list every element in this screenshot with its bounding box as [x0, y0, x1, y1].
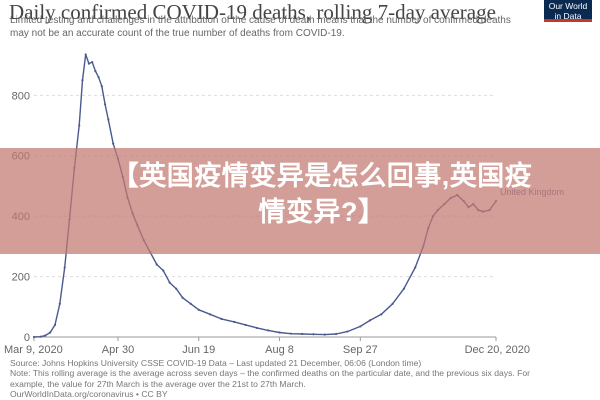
subtitle-line: may not be an accurate count of the true… — [10, 27, 345, 39]
data-point — [244, 323, 247, 327]
data-point — [32, 335, 36, 339]
data-point — [289, 332, 292, 335]
data-point — [278, 331, 281, 334]
overlay-caption: 【英国疫情变异是怎么回事,英国疫 情变异?】 — [62, 158, 582, 230]
y-tick-label: 200 — [12, 272, 30, 284]
data-point — [414, 266, 417, 269]
data-point — [323, 333, 326, 336]
data-point — [181, 296, 184, 299]
chart-subtitle: Limited testing and challenges in the at… — [10, 15, 530, 40]
data-point — [208, 313, 212, 316]
data-point — [49, 331, 52, 334]
data-point — [189, 302, 192, 305]
subtitle-line: Limited testing and challenges in the at… — [10, 15, 511, 26]
x-axis: Mar 9, 2020 Apr 30 Jun 19 Aug 8 Sep 27 Dec 20… — [4, 337, 530, 356]
data-point — [334, 332, 338, 336]
data-point — [301, 332, 304, 336]
data-point — [107, 118, 110, 121]
overlay-caption-line: 【英国疫情变异是怎么回事,英国疫 — [111, 161, 533, 191]
logo-line: Our World — [548, 1, 588, 11]
chart-footer: Source: Johns Hopkins University CSSE CO… — [10, 358, 595, 400]
x-tick-label: Apr 30 — [102, 344, 134, 356]
y-tick-label: 800 — [12, 90, 30, 102]
data-point — [81, 79, 84, 82]
data-point — [44, 334, 47, 337]
data-point — [162, 269, 165, 272]
data-point — [255, 326, 259, 330]
data-point — [312, 333, 315, 336]
y-tick-label: 0 — [24, 332, 30, 344]
data-point — [100, 85, 103, 88]
data-point — [78, 124, 81, 127]
data-point — [58, 302, 61, 305]
rolling-average-note: Note: This rolling average is the averag… — [10, 368, 531, 379]
source-note: Source: Johns Hopkins University CSSE CO… — [10, 358, 422, 368]
license-link[interactable]: OurWorldInData.org/coronavirus • CC BY — [10, 389, 168, 400]
data-point — [168, 281, 171, 284]
x-tick-label: Jun 19 — [182, 344, 215, 356]
logo-line: in Data — [554, 11, 582, 21]
data-point — [94, 70, 97, 73]
data-point — [346, 330, 349, 333]
data-point — [197, 308, 200, 311]
rolling-average-note: example, the value for 27th March is the… — [10, 378, 306, 389]
data-point — [84, 53, 87, 56]
data-point — [91, 60, 94, 64]
chart-title: Daily confirmed COVID-19 deaths, rolling… — [9, 0, 496, 24]
overlay-banner — [0, 148, 600, 254]
x-tick-label: Aug 8 — [265, 344, 294, 356]
data-point — [97, 76, 100, 79]
data-point — [112, 142, 115, 145]
data-point — [220, 317, 223, 320]
data-point — [175, 287, 178, 290]
data-point — [39, 335, 42, 338]
data-point — [368, 319, 372, 322]
data-point — [391, 302, 394, 305]
data-point — [380, 313, 383, 316]
data-point — [233, 320, 236, 323]
owid-logo[interactable]: Our World in Data — [544, 0, 592, 22]
x-tick-label: Dec 20, 2020 — [465, 344, 530, 356]
data-point — [63, 266, 66, 269]
x-tick-label: Sep 27 — [343, 344, 378, 356]
data-point — [155, 263, 158, 266]
overlay-caption-line: 情变异?】 — [258, 197, 386, 227]
data-point — [359, 325, 362, 328]
data-point — [87, 62, 91, 65]
data-point — [267, 329, 270, 332]
data-point — [103, 103, 107, 106]
data-point — [53, 323, 57, 327]
data-point — [402, 287, 406, 290]
x-tick-label: Mar 9, 2020 — [4, 344, 63, 356]
